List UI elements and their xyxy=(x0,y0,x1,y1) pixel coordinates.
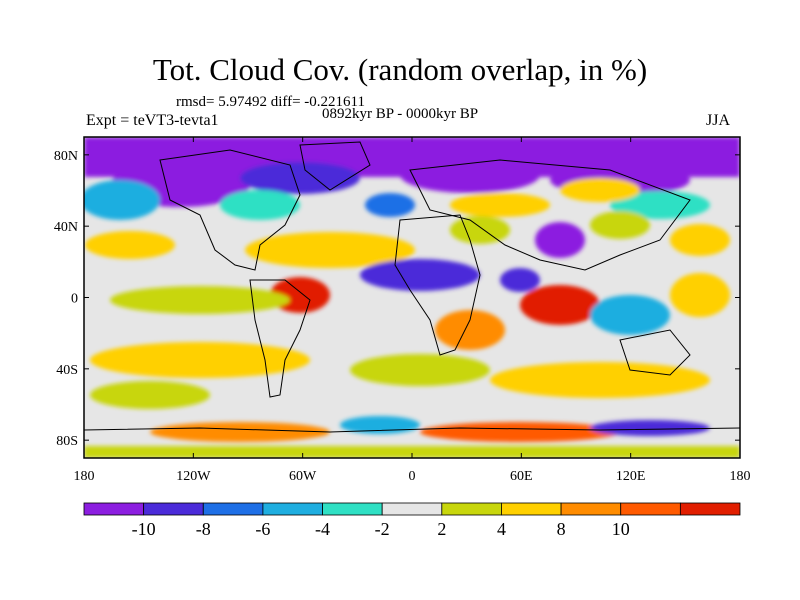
period-label: 0892kyr BP - 0000kyr BP xyxy=(322,106,479,122)
colorbar-swatch xyxy=(322,502,383,516)
colorbar-label: 10 xyxy=(612,519,630,539)
x-tick-label: 0 xyxy=(409,469,416,484)
cloud-cover-field xyxy=(84,137,740,458)
colorbar-label: 4 xyxy=(497,519,506,539)
field-patch xyxy=(590,295,670,335)
x-tick-label: 120E xyxy=(616,469,646,484)
x-tick-label: 180 xyxy=(74,469,95,484)
y-tick-label: 40S xyxy=(56,363,78,378)
antarctica-coast xyxy=(84,427,740,433)
colorbar-swatch xyxy=(620,502,681,516)
colorbar-label: 8 xyxy=(557,519,566,539)
colorbar-swatch xyxy=(679,502,741,516)
colorbar-swatch xyxy=(143,502,204,516)
colorbar-label: 2 xyxy=(437,519,446,539)
field-patch xyxy=(220,190,300,220)
eurasia-coast xyxy=(409,159,691,271)
colorbar-swatch xyxy=(262,502,323,516)
colorbar-swatch xyxy=(83,502,145,516)
colorbar-swatch xyxy=(501,502,562,516)
antarctic-band xyxy=(84,446,740,458)
colorbar-swatch xyxy=(441,502,502,516)
field-patch xyxy=(590,420,710,436)
field-patch xyxy=(110,286,290,314)
field-patch xyxy=(450,216,510,244)
y-tick-label: 40N xyxy=(54,220,78,235)
colorbar-label: -2 xyxy=(375,519,390,539)
colorbar-label: -6 xyxy=(255,519,270,539)
y-tick-label: 0 xyxy=(71,292,78,307)
x-tick-label: 60W xyxy=(289,469,317,484)
field-patch xyxy=(535,222,585,258)
field-patch xyxy=(85,231,175,259)
x-axis: 180 120W 60W 0 60E 120E 180 xyxy=(74,137,751,484)
colorbar: -10 -8 -6 -4 -2 2 4 8 10 xyxy=(83,502,741,539)
field-patch xyxy=(400,157,540,193)
chart-title: Tot. Cloud Cov. (random overlap, in %) xyxy=(152,52,648,87)
colorbar-swatch xyxy=(202,502,264,516)
colorbar-label: -8 xyxy=(196,519,211,539)
field-patch xyxy=(150,422,330,442)
field-patch xyxy=(84,180,160,220)
x-tick-label: 120W xyxy=(176,469,211,484)
field-patch xyxy=(590,211,650,239)
stats-label: rmsd= 5.97492 diff= -0.221611 xyxy=(176,94,365,110)
experiment-label: Expt = teVT3-tevta1 xyxy=(86,112,219,129)
coastlines xyxy=(84,141,740,433)
season-label: JJA xyxy=(706,112,731,129)
colorbar-swatch xyxy=(560,502,622,516)
field-patch xyxy=(90,342,310,378)
field-patch xyxy=(245,232,415,268)
africa-coast xyxy=(394,214,481,356)
field-patch xyxy=(500,268,540,292)
field-patch xyxy=(435,310,505,350)
field-patch xyxy=(90,381,210,409)
north-america-coast xyxy=(159,149,301,271)
field-patch xyxy=(520,285,600,325)
colorbar-label: -10 xyxy=(132,519,156,539)
x-tick-label: 180 xyxy=(730,469,751,484)
field-patch xyxy=(670,273,730,317)
y-axis: 80N 40N 0 40S 80S xyxy=(54,149,740,449)
field-patch xyxy=(670,224,730,256)
y-tick-label: 80S xyxy=(56,434,78,449)
field-patch xyxy=(450,193,550,217)
australia-coast xyxy=(619,329,691,376)
field-patch xyxy=(490,362,710,398)
greenland-coast xyxy=(299,141,371,191)
x-tick-label: 60E xyxy=(510,469,533,484)
field-patch xyxy=(560,178,640,202)
field-patch xyxy=(350,354,490,386)
field-patch xyxy=(420,422,620,442)
field-patch xyxy=(360,259,480,291)
south-america-coast xyxy=(249,279,311,398)
colorbar-swatch xyxy=(381,502,443,516)
field-patch xyxy=(240,162,360,194)
colorbar-label: -4 xyxy=(315,519,330,539)
y-tick-label: 80N xyxy=(54,149,78,164)
field-patch xyxy=(365,193,415,217)
